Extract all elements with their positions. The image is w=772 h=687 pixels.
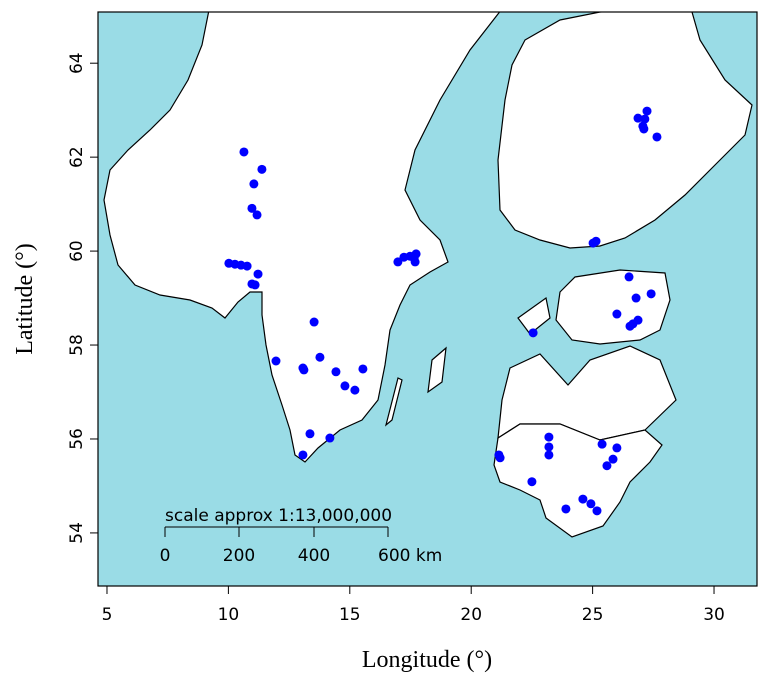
site-point (640, 114, 650, 124)
site-point (591, 236, 601, 246)
site-point (624, 272, 634, 282)
site-point (331, 367, 341, 377)
site-point (393, 257, 403, 267)
site-point (608, 454, 618, 464)
site-point (597, 439, 607, 449)
site-point (633, 113, 643, 123)
scale-label: 400 (298, 546, 330, 566)
y-tick-label: 56 (67, 428, 87, 450)
site-point (592, 506, 602, 516)
site-point (639, 124, 649, 134)
site-point (625, 321, 635, 331)
scale-label: 0 (160, 546, 171, 566)
scale-bar: scale approx 1:13,000,000 0 200 400 600 km (160, 506, 443, 566)
x-tick-label: 5 (102, 605, 113, 625)
site-point (239, 147, 249, 157)
x-tick-label: 20 (460, 605, 482, 625)
gotland (427, 346, 447, 394)
site-point (315, 352, 325, 362)
scale-title: scale approx 1:13,000,000 (165, 506, 392, 526)
saaremaa (517, 296, 551, 335)
estonia (555, 269, 671, 345)
site-point (325, 433, 335, 443)
site-point (646, 289, 656, 299)
site-point (340, 381, 350, 391)
site-point (249, 179, 259, 189)
x-tick-label: 30 (703, 605, 725, 625)
site-point (544, 450, 554, 460)
y-tick-label: 58 (67, 334, 87, 356)
site-point (350, 385, 360, 395)
oland (384, 377, 403, 427)
finland (497, 12, 753, 249)
site-point (250, 280, 260, 290)
y-tick-label: 62 (67, 146, 87, 168)
site-point (358, 364, 368, 374)
site-point (409, 253, 419, 263)
site-point (602, 461, 612, 471)
site-point (561, 504, 571, 514)
x-axis-title: Longitude (°) (362, 647, 492, 673)
site-point (528, 328, 538, 338)
scandinavia (103, 12, 501, 463)
site-point (305, 429, 315, 439)
site-point (642, 106, 652, 116)
scale-label: 200 (223, 546, 255, 566)
site-point (247, 203, 257, 213)
site-point (527, 477, 537, 487)
site-point (544, 432, 554, 442)
site-point (612, 309, 622, 319)
site-point (578, 494, 588, 504)
site-point (612, 443, 622, 453)
land-layer (103, 12, 753, 538)
site-point (298, 450, 308, 460)
x-tick-label: 15 (339, 605, 361, 625)
site-point (252, 210, 262, 220)
lithuania (493, 423, 663, 538)
scale-label: 600 km (378, 546, 442, 566)
site-point (257, 164, 267, 174)
y-axis-title: Latitude (°) (12, 243, 38, 355)
site-point (652, 132, 662, 142)
site-point (253, 269, 263, 279)
plot-frame (97, 11, 758, 587)
site-point (495, 453, 505, 463)
site-point (271, 356, 281, 366)
x-tick-label: 10 (218, 605, 240, 625)
y-tick-label: 64 (67, 52, 87, 74)
site-point (299, 365, 309, 375)
site-point (242, 261, 252, 271)
x-tick-label: 25 (582, 605, 604, 625)
site-point (631, 293, 641, 303)
y-tick-label: 54 (67, 522, 87, 544)
site-point (309, 317, 319, 327)
site-point (544, 442, 554, 452)
y-tick-label: 60 (67, 240, 87, 262)
site-point (586, 499, 596, 509)
